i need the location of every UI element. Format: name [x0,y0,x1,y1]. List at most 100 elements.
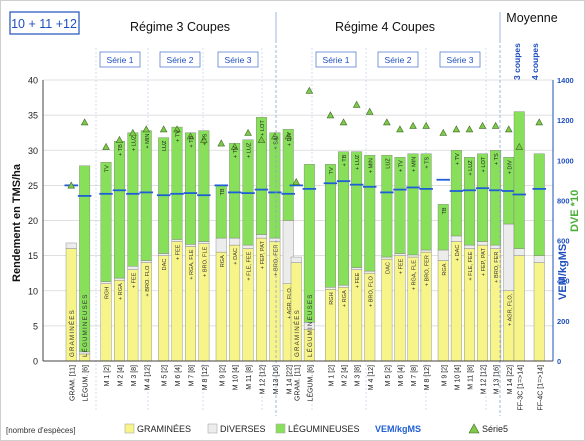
y-tick-label: 15 [28,251,38,261]
category-label: M 12 [12] [481,365,488,394]
bar-segment-div [269,237,281,242]
serie5-marker [200,135,208,143]
badge-box [9,11,80,35]
serie5-marker [67,181,76,189]
bar-group: M 11 [8] + FLE, FEE + LUZ [462,125,477,390]
bar-group: M 4 [12] + BRO. FLO + MIN [139,125,153,390]
bar-segment-div [533,255,545,263]
y-tick-label: 35 [28,111,38,121]
bar-inner-label: TB [442,207,448,214]
y2-tick-label: 400 [557,277,570,286]
y2-tick-label: 1400 [557,76,574,85]
bar-annotation: + FEP, PAT [260,240,266,269]
bar-segment-leg [282,128,294,221]
serie5-marker [515,142,524,150]
bar-annotation: + BRO, FER [425,255,431,286]
bar-group: GRAM. [11] GRAMINÉES [289,178,303,401]
bar-segment-div [450,235,462,242]
serie5-marker [396,125,404,133]
bar-annotation: + FEE [398,258,404,274]
bar-annotation: + RGA [118,283,124,300]
serie5-marker [409,121,417,129]
bar-inner-label: + MIN [368,158,374,173]
serie5-marker [352,100,361,108]
bar-group: M 9 [2] RGA TB [436,128,450,386]
legend: [nombre d'espèces] GRAMINÉES DIVERSES LÉ… [6,423,508,435]
category-label: M 11 [8] [246,365,253,390]
bar-group: M 7 [8] + RGA, FLE + TB [183,132,198,386]
bar-segment-div [381,256,393,260]
category-label: M 4 [12] [368,365,375,390]
category-label: M 9 [2] [219,365,226,386]
bar-segment-div [256,234,267,239]
serie5-marker [80,118,89,126]
bar-annotation: RGH [105,287,111,299]
bar-inner-label: + TS [425,157,431,169]
y-tick-label: 40 [28,76,38,86]
group-title-4-coupes: Régime 4 Coupes [335,20,435,34]
category-label: M 13 [16] [273,365,280,394]
bar-segment-leg [450,150,462,237]
bar-inner-label: LUZ [162,140,168,151]
bar-segment-leg [394,157,406,254]
serie-3-4c-label: Série 3 [447,55,474,65]
bar-inner-label: + LUZ [247,142,253,158]
y-tick-label: 30 [28,146,38,156]
bar-segment-leg [198,130,210,242]
y2-tick-label: 1000 [557,156,574,165]
bar-segment-div [158,253,170,256]
bar-inner-label: + LOT [481,156,487,172]
bar-group: LÉGUM. [6] LÉGUMINEUSES [77,118,92,402]
category-label: M 8 [12] [424,365,431,390]
bar-bottom-label: LÉGUMINEUSES [307,293,314,357]
category-label: M 3 [8] [131,365,138,386]
bar-segment-leg [338,151,349,286]
bar-inner-label: TV [329,167,335,174]
serie5-marker [422,121,430,129]
y-tick-label: 20 [28,216,38,226]
bar-segment-leg [464,157,475,246]
serie5-marker [465,125,474,133]
bar-group: M 5 [2] DAC LUZ [156,125,171,386]
serie5-marker [339,118,348,126]
bar-annotation: RGA [442,263,448,275]
footnote: [nombre d'espèces] [6,426,76,435]
bar-inner-label: + TV [233,146,239,158]
bar-annotation: + FEE [355,272,361,288]
bar-inner-label: + LUZ [468,160,474,176]
bar-segment-div [127,265,139,270]
legend-marker-s5 [468,423,480,434]
bar-annotation: + BRO. FLE [202,246,208,277]
category-label: GRAM. [11] [294,365,301,401]
legend-label-div: DIVERSES [220,424,266,434]
bar-annotation: + RGA, FLE [189,249,195,280]
bar-annotation: + FEP, PAT [481,248,487,277]
bar-segment-leg [325,164,336,288]
bar-segment-div [325,287,336,290]
bar-inner-label: + MIN [412,157,418,172]
serie-3-3c-label: Série 3 [225,55,252,65]
bar-inner-label: + TV [455,153,461,165]
moyenne-3-coupes-label: 3 coupes [512,43,522,80]
bar-annotation: DAC [162,259,168,271]
bar-annotation: + FEE [176,244,182,260]
serie5-marker [257,135,266,143]
bar-group: M 2 [4] + RGA + TB [336,118,351,386]
bar-segment-div [437,249,449,261]
bar-annotation: + AGR, FLO, [507,293,513,326]
category-label: M 14 [22] [286,365,293,394]
bar-group: M 11 [8] + FLE, FEE + LUZ [241,128,255,390]
bar-segment-leg [113,140,125,279]
bar-annotation: + BRO, FLO [368,276,374,308]
serie5-marker [159,125,168,133]
category-label: M 7 [8] [411,365,418,386]
bar-segment-div [477,241,488,246]
bar-segment-div [290,256,302,263]
category-label: FF-3C [1=>14] [517,365,524,411]
category-label: M 8 [12] [202,365,209,390]
bar-group: FF-3C [1=>14] [512,111,526,411]
serie5-marker [452,125,461,133]
serie-labels: Série 1 Série 2 Série 3 Série 1 Série 2 … [99,51,481,68]
y2-tick-label: 200 [557,317,570,326]
bar-group: M 10 [4] + DAC + TV [449,125,464,390]
